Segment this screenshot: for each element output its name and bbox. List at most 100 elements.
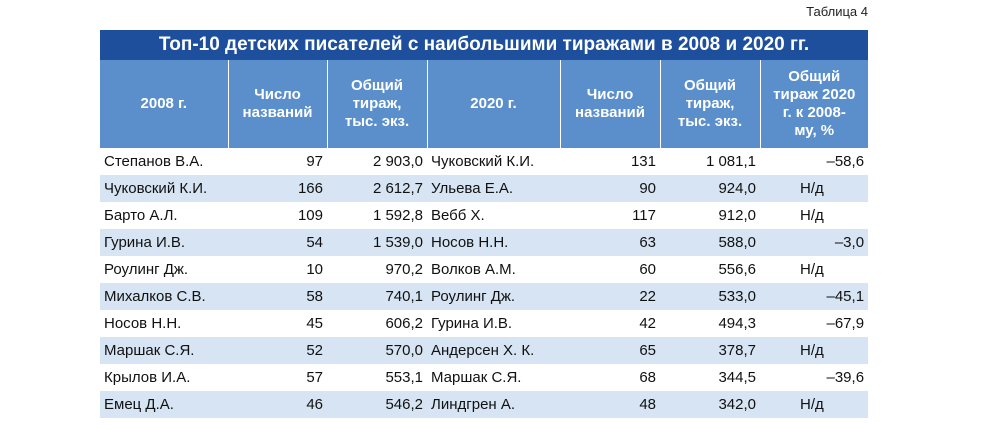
table-cell: 2 903,0 [372,153,423,170]
table-body: Степанов В.А. 97 2 903,0 Чуковский К.И. 131 1… [100,148,869,418]
table-cell: Гурина И.В. [100,229,228,256]
column-header: Общий тираж 2020 г. к 2008-му, % [759,60,869,148]
table-cell: Роулинг Дж. [427,283,560,310]
table-cell: Крылов И.А. [104,369,191,386]
table-cell: Барто А.Л. [104,207,178,224]
table-cell: Чуковский К.И. [431,153,535,170]
column-header: 2008 г. [100,60,228,148]
header-text: Общий тираж, тыс. экз. [344,77,410,130]
table-cell: Н/д [760,391,869,418]
table-cell: 588,0 [660,229,760,256]
table-cell: Гурина И.В. [431,315,513,332]
table-cell: 52 [228,337,327,364]
table-cell: 42 [639,315,656,332]
table-row: Носов Н.Н. 45 606,2 Гурина И.В. 42 494,3 –67,9 [100,310,868,337]
table-cell: Н/д [800,207,824,224]
table-cell: 45 [306,315,323,332]
table-cell: 546,2 [327,391,427,418]
table-row: Крылов И.А. 57 553,1 Маршак С.Я. 68 344,5 –39,… [100,364,868,391]
table-cell: –39,6 [826,369,865,386]
table-cell: Ульева Е.А. [427,175,560,202]
column-header: Число названий [559,60,660,148]
table-row: Михалков С.В. 58 740,1 Роулинг Дж. 22 533,0 –4… [100,283,869,310]
table-label: Таблица 4 [806,4,868,19]
table-cell: 533,0 [660,283,760,310]
table-cell: Вебб Х. [431,207,485,224]
table-cell: 131 [630,153,656,170]
table-cell: Степанов В.А. [104,153,204,170]
table-cell: Носов Н.Н. [427,229,560,256]
table-cell: 1 539,0 [327,229,427,256]
table-cell: 63 [560,229,660,256]
table-cell: Андерсен Х. К. [427,337,560,364]
table-title: Топ-10 детских писателей с наибольшими т… [100,30,869,60]
header-text: Число названий [242,86,313,121]
table-cell: 1 592,8 [372,207,423,224]
table-cell: 46 [228,391,327,418]
header-text: 2008 г. [140,95,187,112]
table: Топ-10 детских писателей с наибольшими т… [100,30,869,418]
table-cell: 494,3 [718,315,756,332]
table-cell: 912,0 [718,207,756,224]
table-row: Роулинг Дж. 10 970,2 Волков А.М. 60 556,6 Н/д [100,256,868,283]
table-cell: 166 [228,175,327,202]
table-cell: Маршак С.Я. [431,369,522,386]
header-text: 2020 г. [470,95,517,112]
table-cell: 48 [560,391,660,418]
table-cell: 344,5 [718,369,756,386]
table-cell: Н/д [760,337,869,364]
header-text: Число названий [575,86,645,121]
column-header: 2020 г. [426,60,560,148]
header-text: Общий тираж, тыс. экз. [677,77,743,130]
table-cell: 10 [306,261,323,278]
table-cell: –3,0 [760,229,869,256]
table-cell: 22 [560,283,660,310]
table-cell: 117 [632,207,656,224]
table-cell: 924,0 [660,175,760,202]
table-cell: Н/д [760,175,869,202]
table-cell: –67,9 [826,315,865,332]
table-row: Емец Д.А. 46 546,2 Линдгрен А. 48 342,0 Н/д [100,391,869,418]
table-cell: Н/д [800,261,824,278]
table-row: Степанов В.А. 97 2 903,0 Чуковский К.И. 131 1… [100,148,868,175]
column-header: Общий тираж, тыс. экз. [326,60,427,148]
table-cell: Носов Н.Н. [104,315,182,332]
table-cell: 342,0 [660,391,760,418]
table-cell: Линдгрен А. [427,391,560,418]
table-cell: Чуковский К.И. [100,175,228,202]
table-cell: –45,1 [760,283,869,310]
table-cell: 109 [297,207,323,224]
table-row: Маршак С.Я. 52 570,0 Андерсен Х. К. 65 378,7 Н… [100,337,869,364]
table-cell: 970,2 [385,261,423,278]
table-cell: 60 [639,261,656,278]
column-header: Число названий [227,60,327,148]
table-cell: 2 612,7 [327,175,427,202]
table-cell: –58,6 [826,153,865,170]
table-cell: 378,7 [660,337,760,364]
table-cell: 556,6 [718,261,756,278]
table-cell: 90 [560,175,660,202]
table-cell: 570,0 [327,337,427,364]
header-row: 2008 г. Число названий Общий тираж, тыс. э… [100,60,869,148]
table-cell: Маршак С.Я. [100,337,228,364]
table-cell: 740,1 [327,283,427,310]
table-cell: 57 [306,369,323,386]
table-cell: 553,1 [385,369,423,386]
table-cell: Роулинг Дж. [104,261,189,278]
header-text: Общий тираж 2020 г. к 2008-му, % [773,68,856,139]
table-cell: 65 [560,337,660,364]
table-cell: Волков А.М. [431,261,516,278]
table-cell: 68 [639,369,656,386]
table-cell: 1 081,1 [705,153,756,170]
table-row: Барто А.Л. 109 1 592,8 Вебб Х. 117 912,0 Н/д [100,202,868,229]
table-row: Чуковский К.И. 166 2 612,7 Ульева Е.А. 90 924… [100,175,869,202]
table-cell: 97 [306,153,323,170]
table-row: Гурина И.В. 54 1 539,0 Носов Н.Н. 63 588,0 –3,… [100,229,869,256]
column-header: Общий тираж, тыс. экз. [659,60,760,148]
table-cell: Емец Д.А. [100,391,228,418]
table-cell: 54 [228,229,327,256]
table-cell: Михалков С.В. [100,283,228,310]
table-cell: 606,2 [385,315,423,332]
table-cell: 58 [228,283,327,310]
